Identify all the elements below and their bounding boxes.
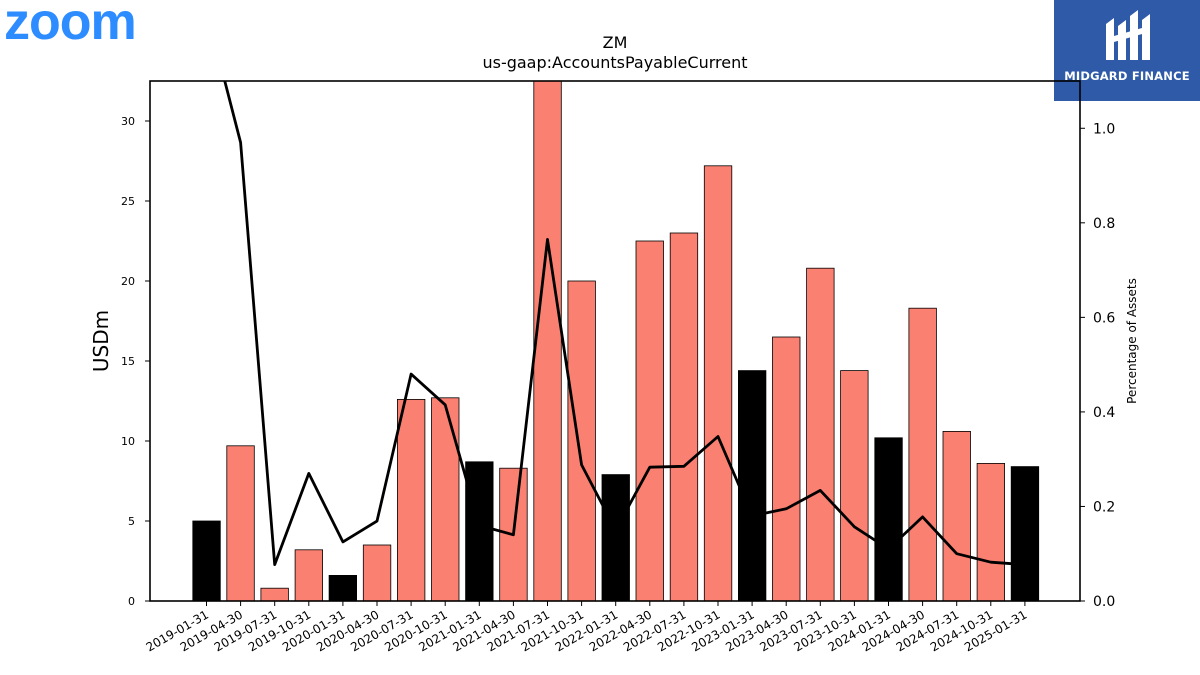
- y2-tick-label: 0.4: [1093, 405, 1115, 421]
- midgard-logo-icon: [1106, 10, 1150, 60]
- y-tick-label: 10: [121, 435, 135, 448]
- y-tick-label: 25: [121, 195, 135, 208]
- y-tick-label: 5: [128, 515, 135, 528]
- bar-2025-01-31: [1010, 466, 1040, 601]
- bar-2024-07-31: [942, 430, 971, 601]
- bar-2019-01-31: [192, 520, 221, 601]
- bar-2022-04-30: [635, 240, 664, 601]
- y-tick-label: 15: [121, 355, 135, 368]
- bar-2019-04-30: [226, 445, 255, 601]
- y2-axis-label: Percentage of Assets: [1125, 278, 1139, 404]
- plot-frame: [149, 80, 1081, 602]
- bar-2020-04-30: [362, 544, 392, 601]
- y2-tick-label: 0.2: [1093, 499, 1115, 515]
- bar-2023-07-31: [806, 267, 835, 601]
- bar-2021-10-31: [567, 280, 596, 601]
- zoom-logo: zoom: [4, 0, 137, 51]
- y2-tick-label: 0.8: [1093, 216, 1115, 232]
- y-tick-label: 30: [121, 115, 135, 128]
- y-tick-label: 20: [121, 275, 135, 288]
- bar-2019-07-31: [260, 587, 289, 601]
- bar-2020-10-31: [431, 397, 460, 601]
- y2-tick-label: 0.0: [1093, 594, 1115, 610]
- bar-2020-07-31: [396, 398, 426, 601]
- y-axis-label: USDm: [89, 310, 113, 372]
- bar-2022-01-31: [601, 474, 630, 601]
- bar-2020-01-31: [328, 575, 358, 601]
- chart-title: ZM: [603, 33, 628, 52]
- chart-subtitle: us-gaap:AccountsPayableCurrent: [482, 53, 747, 72]
- y2-tick-label: 0.6: [1093, 310, 1115, 326]
- bar-2023-10-31: [840, 370, 869, 601]
- bar-2021-07-31: [533, 81, 562, 601]
- bar-2021-01-31: [465, 461, 494, 601]
- bar-2022-07-31: [669, 232, 699, 601]
- bar-2024-04-30: [908, 307, 937, 601]
- y-tick-label: 0: [128, 595, 135, 608]
- y2-tick-label: 1.0: [1093, 121, 1115, 137]
- percentage-of-assets-line: [223, 81, 1025, 566]
- bar-2019-10-31: [294, 549, 324, 601]
- bar-2022-10-31: [703, 165, 733, 601]
- bar-2023-04-30: [772, 336, 801, 601]
- midgard-finance-watermark: MIDGARD FINANCE: [1054, 0, 1200, 101]
- bar-2023-01-31: [738, 370, 767, 601]
- watermark-text: MIDGARD FINANCE: [1064, 69, 1190, 83]
- bar-2024-10-31: [976, 462, 1005, 601]
- bar-2024-01-31: [874, 437, 903, 601]
